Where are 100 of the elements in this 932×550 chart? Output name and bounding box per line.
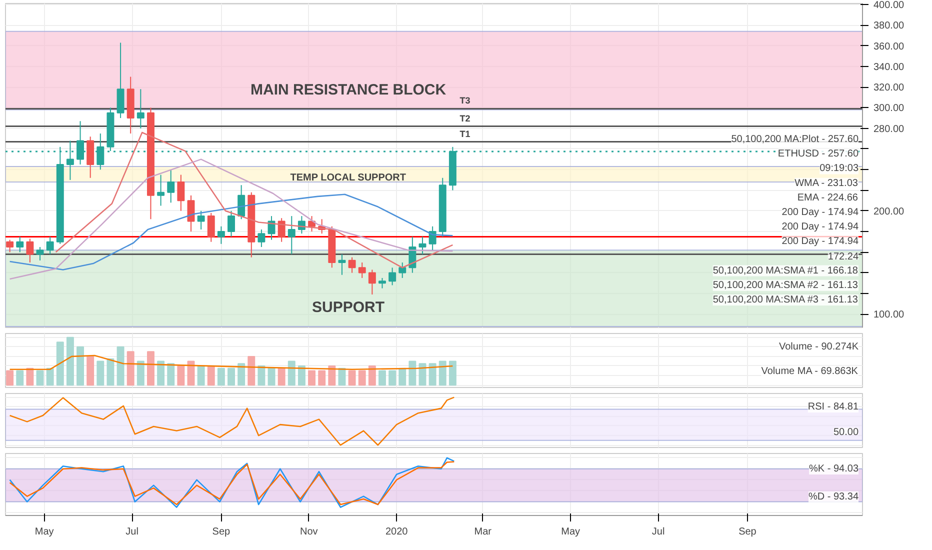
candlestick — [228, 210, 235, 238]
bar — [398, 368, 406, 386]
y-tick-label: 300.00 — [874, 103, 905, 114]
bar — [348, 370, 356, 386]
candlestick — [207, 212, 215, 242]
bar — [126, 351, 134, 386]
bar — [318, 370, 326, 386]
candlestick — [348, 256, 356, 274]
band-label: MAIN RESISTANCE BLOCK — [250, 82, 446, 99]
ref-line-label: T2 — [460, 113, 470, 124]
candlestick — [136, 88, 144, 129]
bar — [66, 336, 74, 386]
bar — [378, 370, 386, 386]
bar — [217, 368, 225, 386]
candlestick — [86, 136, 94, 178]
candlestick — [268, 216, 276, 240]
candlestick — [16, 236, 24, 253]
x-tick-label: Jul — [652, 526, 665, 538]
x-tick-label: Sep — [212, 526, 231, 538]
band-label: SUPPORT — [312, 298, 385, 316]
bar — [16, 370, 24, 386]
candlestick — [6, 239, 14, 253]
annotation: 50,100,200 MA:SMA #1 - 166.18 — [712, 265, 858, 276]
candlestick — [368, 269, 376, 295]
bar — [96, 360, 104, 386]
bar — [157, 360, 165, 386]
y-tick-label: 380.00 — [874, 20, 905, 32]
ref-line-label: T3 — [460, 96, 470, 106]
annotation: 09:19:03 — [820, 163, 859, 174]
bar — [338, 368, 346, 386]
candlestick — [358, 262, 366, 278]
bar — [268, 368, 276, 386]
bar — [288, 360, 296, 386]
bar — [328, 365, 336, 386]
y-tick-label: 340.00 — [874, 62, 905, 73]
candlestick — [217, 226, 225, 244]
candlestick — [258, 228, 266, 248]
annotation: EMA - 224.66 — [797, 192, 858, 204]
bar — [308, 370, 316, 386]
x-tick-label: May — [34, 526, 54, 538]
bar — [26, 368, 34, 386]
annotation: %K - 94.03 — [809, 464, 859, 474]
ref-line-label: T1 — [460, 128, 470, 139]
bar — [56, 342, 64, 386]
y-tick-label: 400.00 — [874, 0, 905, 12]
candlestick — [288, 216, 296, 255]
candlestick — [177, 174, 185, 212]
candlestick — [46, 236, 54, 255]
annotation: 50,100,200 MA:SMA #2 - 161.13 — [712, 280, 858, 291]
bar — [177, 365, 185, 386]
x-tick-label: May — [561, 526, 580, 538]
bar — [228, 368, 235, 386]
annotation: RSI - 84.81 — [808, 402, 859, 412]
candlestick — [418, 236, 426, 255]
bar — [6, 370, 14, 386]
x-tick-label: Nov — [300, 526, 318, 538]
bar — [106, 358, 114, 386]
annotation: WMA - 231.03 — [794, 178, 858, 189]
candlestick — [157, 174, 165, 206]
annotation: Volume - 90.274K — [779, 342, 859, 352]
y-tick-label: 100.00 — [874, 310, 905, 321]
bar — [86, 356, 94, 386]
annotation: %D - 93.34 — [808, 491, 859, 502]
x-tick-label: Mar — [474, 526, 492, 538]
bar — [358, 370, 366, 386]
annotation: 172.24 — [828, 252, 859, 263]
bar — [207, 365, 215, 386]
bar — [428, 363, 436, 386]
line-series — [9, 194, 454, 270]
candlestick — [378, 277, 386, 289]
candlestick — [197, 210, 205, 230]
bar — [76, 346, 84, 386]
annotation: 200 Day - 174.94 — [782, 222, 859, 233]
bar — [298, 365, 306, 386]
candlestick — [308, 216, 316, 232]
bar — [278, 368, 286, 386]
bar — [116, 346, 124, 386]
bar — [388, 370, 396, 386]
y-tick-label: 280.00 — [874, 124, 905, 135]
annotation: Volume MA - 69.863K — [761, 366, 858, 377]
annotation: 50,100,200 MA:SMA #3 - 161.13 — [712, 294, 858, 306]
bar — [448, 360, 456, 386]
x-tick-label: Sep — [738, 526, 757, 538]
x-tick-label: 2020 — [385, 526, 408, 538]
bar — [408, 360, 416, 386]
candlestick — [26, 238, 34, 263]
annotation: 50.00 — [833, 426, 859, 438]
candlestick — [398, 262, 406, 278]
bar — [167, 363, 175, 386]
x-tick-label: Jul — [126, 526, 138, 538]
annotation: ETHUSD - 257.60 — [778, 148, 859, 160]
candlestick — [167, 169, 175, 204]
bar — [187, 360, 195, 386]
bar — [146, 351, 154, 386]
annotation: 200 Day - 174.94 — [782, 206, 859, 218]
candlestick — [338, 254, 346, 276]
candlestick — [238, 184, 246, 220]
line-series — [9, 158, 454, 280]
y-tick-label: 200.00 — [874, 206, 905, 218]
candlestick — [428, 226, 436, 251]
